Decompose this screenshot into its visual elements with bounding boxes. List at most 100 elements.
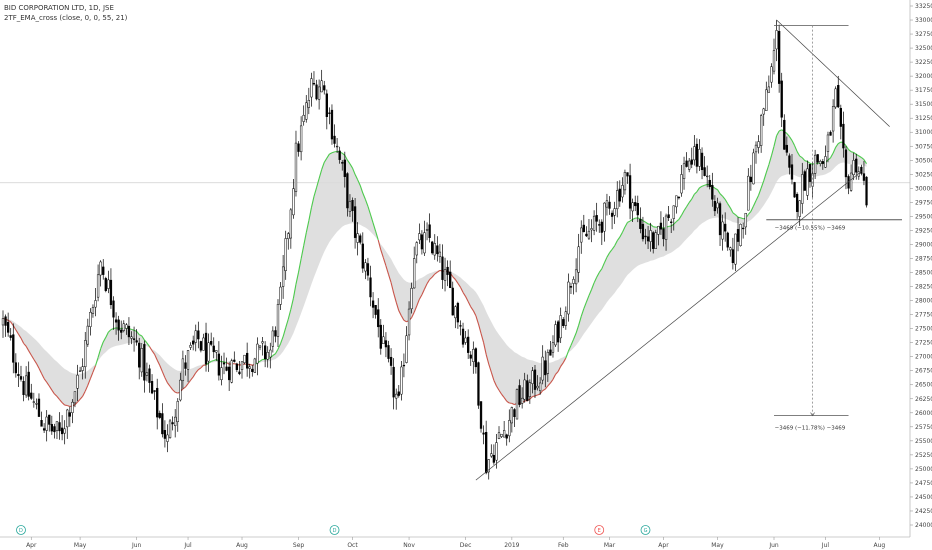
ema-fast-segment bbox=[25, 345, 30, 352]
candle bbox=[258, 345, 262, 351]
candle-body bbox=[538, 382, 542, 392]
candle-body bbox=[831, 106, 835, 132]
candle-body bbox=[423, 232, 426, 254]
candle-body bbox=[695, 143, 699, 167]
ema-fast-segment bbox=[835, 143, 839, 148]
candle bbox=[243, 354, 246, 365]
candle bbox=[17, 362, 20, 387]
candle-body bbox=[865, 176, 868, 206]
candle-body bbox=[407, 308, 411, 336]
candle bbox=[4, 314, 7, 337]
y-tick-label: 31250 bbox=[915, 115, 932, 122]
candle-body bbox=[405, 335, 408, 363]
candle bbox=[109, 268, 113, 309]
ema-fast-segment bbox=[737, 216, 741, 219]
candle bbox=[50, 415, 53, 435]
candle-body bbox=[343, 159, 346, 177]
candle-body bbox=[477, 362, 480, 406]
ema-fast-segment bbox=[421, 288, 425, 295]
y-tick-label: 25250 bbox=[915, 452, 932, 459]
candle bbox=[84, 331, 87, 379]
candle bbox=[117, 315, 120, 341]
candle-body bbox=[562, 319, 565, 327]
candle bbox=[528, 379, 532, 404]
candle bbox=[546, 349, 549, 382]
ema-fast-segment bbox=[110, 327, 114, 331]
candle-body bbox=[6, 321, 10, 333]
candle bbox=[631, 198, 634, 222]
candle bbox=[377, 298, 380, 338]
ema-fast-segment bbox=[614, 240, 618, 247]
candle-body bbox=[246, 352, 249, 369]
candle bbox=[510, 406, 514, 433]
candle bbox=[536, 375, 539, 391]
ema-fast-segment bbox=[567, 345, 572, 352]
candle-body bbox=[754, 144, 758, 153]
ema-fast-segment bbox=[863, 159, 867, 164]
ema-fast-segment bbox=[190, 376, 194, 381]
candle bbox=[464, 330, 467, 345]
candle-body bbox=[824, 156, 827, 168]
candle bbox=[379, 319, 382, 355]
measure-label: −3469 (−10.55%) −3469 bbox=[775, 225, 846, 231]
event-badge-circle bbox=[594, 525, 605, 535]
candle-body bbox=[243, 354, 246, 363]
ema-fast-segment bbox=[364, 199, 369, 207]
ema-fast-segment bbox=[583, 301, 587, 309]
candle bbox=[479, 401, 483, 433]
candle-body bbox=[58, 422, 61, 432]
y-tick-label: 25500 bbox=[915, 438, 932, 445]
ema-fast-segment bbox=[164, 377, 168, 384]
candle-body bbox=[664, 215, 668, 240]
candle bbox=[664, 213, 668, 251]
candle-body bbox=[30, 392, 33, 399]
ema-fast-segment bbox=[506, 400, 510, 404]
ema-fast-segment bbox=[349, 163, 353, 169]
candle-body bbox=[518, 385, 521, 405]
candle bbox=[366, 257, 370, 281]
indicator-label[interactable]: 2TF_EMA_cross (close, 0, 0, 55, 21) bbox=[4, 14, 128, 22]
ema-fast-segment bbox=[369, 214, 374, 224]
candle-body bbox=[22, 380, 25, 395]
ema-fast-segment bbox=[845, 145, 849, 150]
event-badge-label: G bbox=[644, 528, 648, 534]
ema-fast-segment bbox=[619, 232, 623, 238]
candle bbox=[842, 111, 845, 158]
ema-fast-segment bbox=[35, 363, 40, 369]
candle-body bbox=[551, 342, 555, 353]
candle-body bbox=[634, 202, 637, 207]
candle-body bbox=[662, 228, 665, 240]
candle bbox=[731, 237, 735, 270]
ema-fast-segment bbox=[722, 195, 726, 200]
ema-fast-segment bbox=[850, 151, 854, 154]
y-tick-label: 28750 bbox=[915, 255, 932, 262]
candle bbox=[698, 139, 701, 172]
candle bbox=[595, 202, 598, 232]
upper-trendline bbox=[776, 19, 890, 127]
candle bbox=[228, 361, 231, 391]
event-badge: D bbox=[329, 525, 340, 535]
candle bbox=[91, 304, 95, 318]
candle-body bbox=[328, 112, 331, 114]
measure-label: −3469 (−11.78%) −3469 bbox=[775, 426, 846, 432]
candle-body bbox=[307, 99, 310, 108]
ema-fast-segment bbox=[359, 185, 364, 194]
ema-fast-segment bbox=[786, 133, 790, 137]
candle bbox=[320, 69, 323, 93]
candle-body bbox=[677, 196, 681, 199]
candle bbox=[675, 195, 678, 214]
candle bbox=[76, 364, 79, 402]
candle bbox=[461, 322, 465, 348]
symbol-label[interactable]: BID CORPORATION LTD, 1D, JSE bbox=[4, 4, 114, 12]
y-tick-label: 31000 bbox=[915, 129, 932, 136]
ema-fast-segment bbox=[585, 295, 590, 303]
candle bbox=[757, 135, 760, 154]
candle-body bbox=[132, 338, 136, 340]
ema-fast-segment bbox=[82, 390, 86, 397]
candle bbox=[554, 320, 557, 348]
x-tick-label: Aug bbox=[236, 542, 248, 549]
candle-body bbox=[335, 145, 339, 148]
candle bbox=[605, 193, 609, 216]
y-tick-label: 29000 bbox=[915, 241, 932, 248]
